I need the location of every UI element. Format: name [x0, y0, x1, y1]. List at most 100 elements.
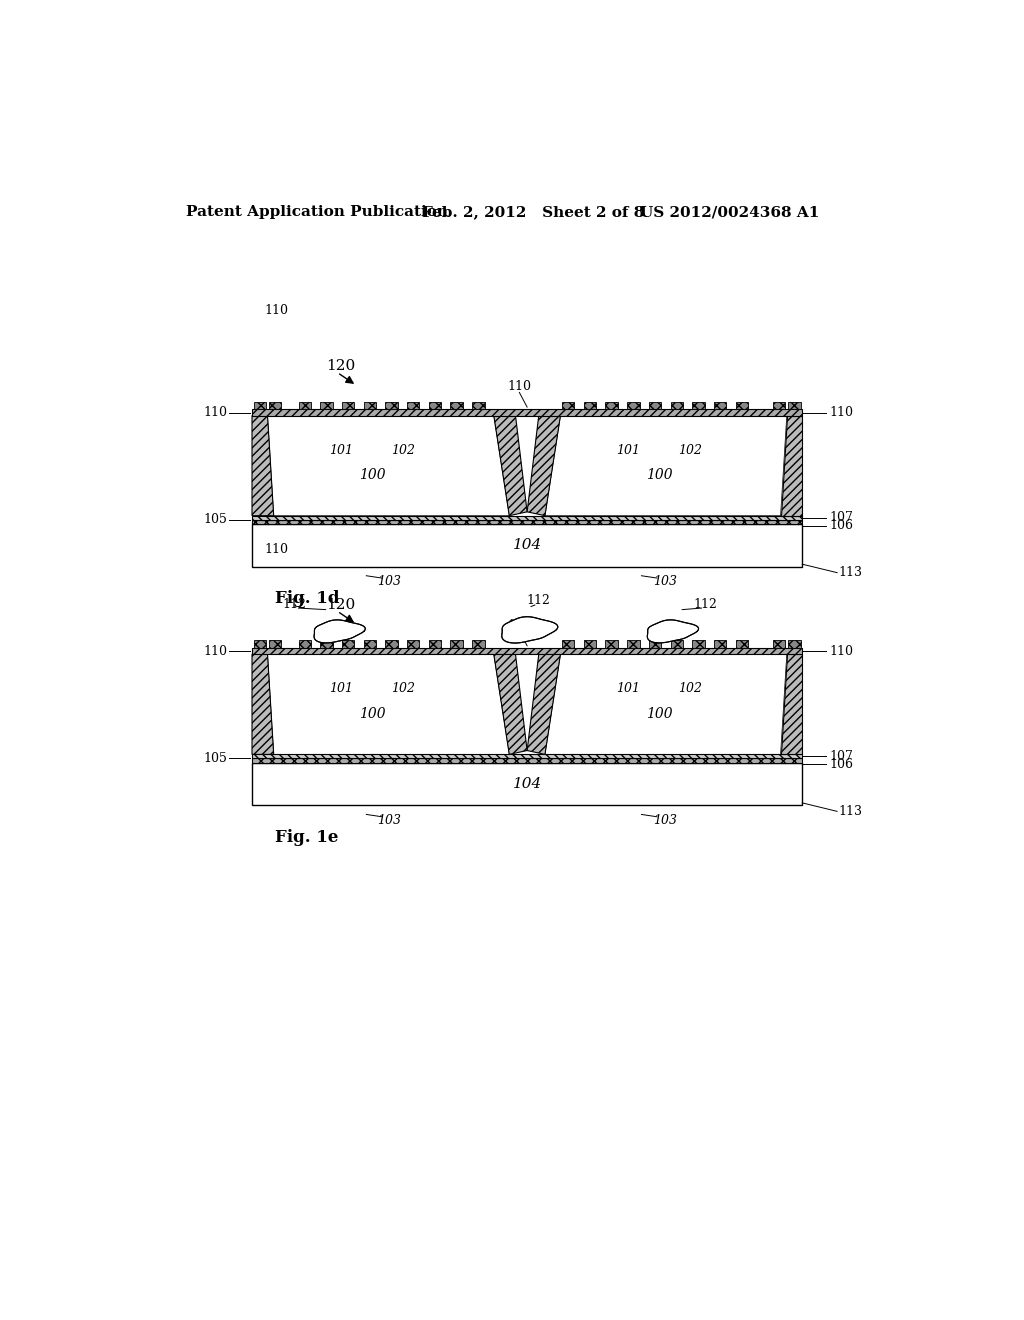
Bar	[451, 401, 463, 409]
Text: 103: 103	[378, 576, 401, 589]
Bar	[773, 640, 785, 648]
Bar	[429, 401, 441, 409]
Text: 106: 106	[829, 758, 853, 771]
Bar	[429, 640, 441, 648]
Polygon shape	[267, 416, 509, 516]
Bar	[342, 640, 354, 648]
Bar	[269, 401, 282, 409]
Polygon shape	[527, 416, 560, 516]
Text: 110: 110	[829, 644, 853, 657]
Bar	[385, 401, 397, 409]
Bar	[252, 648, 802, 655]
Bar	[252, 763, 802, 805]
Text: 113: 113	[839, 805, 862, 818]
Bar	[773, 401, 785, 409]
Bar	[299, 640, 311, 648]
Text: Fig. 1e: Fig. 1e	[275, 829, 339, 846]
Bar	[364, 640, 376, 648]
Bar	[671, 401, 683, 409]
Text: 102: 102	[391, 682, 415, 696]
Polygon shape	[780, 416, 802, 516]
Bar	[627, 640, 640, 648]
Bar	[605, 640, 617, 648]
Bar	[252, 524, 802, 566]
Bar	[714, 640, 726, 648]
Bar	[407, 640, 420, 648]
Text: US 2012/0024368 A1: US 2012/0024368 A1	[640, 206, 819, 219]
Bar	[605, 401, 617, 409]
Bar	[321, 401, 333, 409]
Text: 100: 100	[645, 706, 672, 721]
Polygon shape	[647, 620, 698, 643]
Text: 100: 100	[358, 706, 385, 721]
Text: 101: 101	[329, 444, 353, 457]
Text: Feb. 2, 2012   Sheet 2 of 8: Feb. 2, 2012 Sheet 2 of 8	[423, 206, 645, 219]
Text: Fig. 1d: Fig. 1d	[275, 590, 340, 607]
Bar	[735, 640, 748, 648]
Bar	[252, 516, 802, 520]
Polygon shape	[494, 655, 527, 755]
Polygon shape	[527, 655, 560, 755]
Text: 107: 107	[829, 750, 853, 763]
Bar	[627, 401, 640, 409]
Bar	[342, 401, 354, 409]
Bar	[451, 640, 463, 648]
Text: 101: 101	[615, 444, 640, 457]
Text: 120: 120	[326, 359, 355, 374]
Text: 112: 112	[693, 598, 718, 611]
Bar	[252, 758, 802, 763]
Text: 101: 101	[329, 682, 353, 696]
Bar	[385, 640, 397, 648]
Bar	[671, 640, 683, 648]
Text: 105: 105	[204, 513, 227, 527]
Text: 102: 102	[391, 444, 415, 457]
Bar	[788, 401, 801, 409]
Text: 112: 112	[283, 598, 306, 611]
Bar	[252, 755, 802, 758]
Bar	[252, 409, 802, 416]
Text: 110: 110	[507, 619, 531, 631]
Bar	[584, 640, 596, 648]
Text: 101: 101	[615, 682, 640, 696]
Polygon shape	[780, 655, 802, 755]
Bar	[472, 401, 484, 409]
Text: 107: 107	[829, 511, 853, 524]
Text: 103: 103	[378, 814, 401, 828]
Polygon shape	[545, 416, 786, 516]
Text: 112: 112	[526, 594, 551, 607]
Bar	[254, 640, 266, 648]
Text: 102: 102	[678, 444, 701, 457]
Text: 110: 110	[265, 543, 289, 556]
Text: 113: 113	[839, 566, 862, 579]
Bar	[321, 640, 333, 648]
Text: 104: 104	[512, 539, 542, 552]
Bar	[472, 640, 484, 648]
Bar	[254, 401, 266, 409]
Polygon shape	[545, 655, 786, 755]
Text: Patent Application Publication: Patent Application Publication	[186, 206, 449, 219]
Bar	[649, 640, 662, 648]
Text: 110: 110	[203, 407, 227, 418]
Bar	[649, 401, 662, 409]
Bar	[788, 640, 801, 648]
Bar	[562, 640, 574, 648]
Bar	[562, 401, 574, 409]
Text: 110: 110	[265, 305, 289, 317]
Polygon shape	[252, 655, 273, 755]
Polygon shape	[252, 416, 273, 516]
Text: 110: 110	[829, 407, 853, 418]
Bar	[714, 401, 726, 409]
Text: 105: 105	[204, 751, 227, 764]
Text: 120: 120	[326, 598, 355, 612]
Bar	[269, 640, 282, 648]
Text: 110: 110	[507, 380, 531, 393]
Polygon shape	[314, 620, 366, 643]
Text: 100: 100	[358, 467, 385, 482]
Text: 102: 102	[678, 682, 701, 696]
Text: 104: 104	[512, 777, 542, 791]
Polygon shape	[267, 655, 509, 755]
Text: 103: 103	[652, 576, 677, 589]
Bar	[692, 401, 705, 409]
Polygon shape	[502, 616, 558, 643]
Bar	[584, 401, 596, 409]
